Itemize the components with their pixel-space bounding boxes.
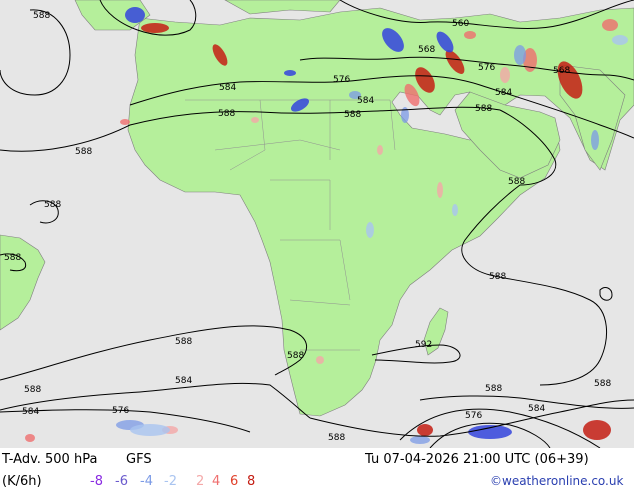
isoline-label: 576 <box>333 75 350 85</box>
isoline-label: 588 <box>287 351 304 361</box>
isoline-label: 588 <box>4 253 21 263</box>
isoline-label: 588 <box>75 147 92 157</box>
landmass-europe <box>224 0 341 15</box>
landmass-madagascar <box>423 307 449 356</box>
isoline-label: 588 <box>475 104 492 114</box>
model-name: GFS <box>126 452 152 467</box>
isoline-label: 568 <box>553 66 570 76</box>
isoline-label: 588 <box>485 384 502 394</box>
legend-value: 4 <box>212 474 221 489</box>
isoline-label: 576 <box>465 411 482 421</box>
legend-value: -4 <box>140 474 153 489</box>
isoline-label: 588 <box>44 200 61 210</box>
isolines <box>0 0 634 448</box>
isoline-label: 584 <box>22 407 39 417</box>
isoline-label: 592 <box>415 340 432 350</box>
isoline-label: 588 <box>24 385 41 395</box>
map-title: T-Adv. 500 hPa <box>2 452 98 467</box>
advection-patches <box>25 7 628 444</box>
landmass-iberia <box>74 0 151 31</box>
isoline-label: 588 <box>344 110 361 120</box>
footer: T-Adv. 500 hPa GFS Tu 07-04-2026 21:00 U… <box>0 448 634 490</box>
isoline-label: 588 <box>328 433 345 443</box>
units-label: (K/6h) <box>2 474 42 489</box>
isoline-label: 584 <box>357 96 374 106</box>
isoline-labels: 588 560 568 576 584 576 568 584 588 584 … <box>4 11 611 443</box>
isoline-label: 584 <box>219 83 236 93</box>
isoline-label: 588 <box>175 337 192 347</box>
legend-value: -2 <box>164 474 177 489</box>
isoline-label: 584 <box>495 88 512 98</box>
isoline-label: 588 <box>594 379 611 389</box>
legend-value: 8 <box>247 474 256 489</box>
valid-time: Tu 07-04-2026 21:00 UTC (06+39) <box>365 452 589 467</box>
isoline-label: 588 <box>489 272 506 282</box>
landmass-south-america <box>0 234 46 331</box>
weather-map: 588 560 568 576 584 576 568 584 588 584 … <box>0 0 634 448</box>
country-borders <box>185 99 396 351</box>
legend-value: -8 <box>90 474 103 489</box>
isoline-label: 584 <box>175 376 192 386</box>
isoline-label: 568 <box>418 45 435 55</box>
landmass-arabia <box>454 91 561 179</box>
isoline-label: 588 <box>33 11 50 21</box>
isoline-label: 584 <box>528 404 545 414</box>
isoline-label: 588 <box>218 109 235 119</box>
isoline-label: 560 <box>452 19 469 29</box>
legend-value: 6 <box>230 474 239 489</box>
isoline-label: 588 <box>508 177 525 187</box>
isoline-label: 576 <box>112 406 129 416</box>
legend-value: 2 <box>196 474 205 489</box>
credit-text: ©weatheronline.co.uk <box>490 474 624 488</box>
isoline-label: 576 <box>478 63 495 73</box>
legend-value: -6 <box>115 474 128 489</box>
